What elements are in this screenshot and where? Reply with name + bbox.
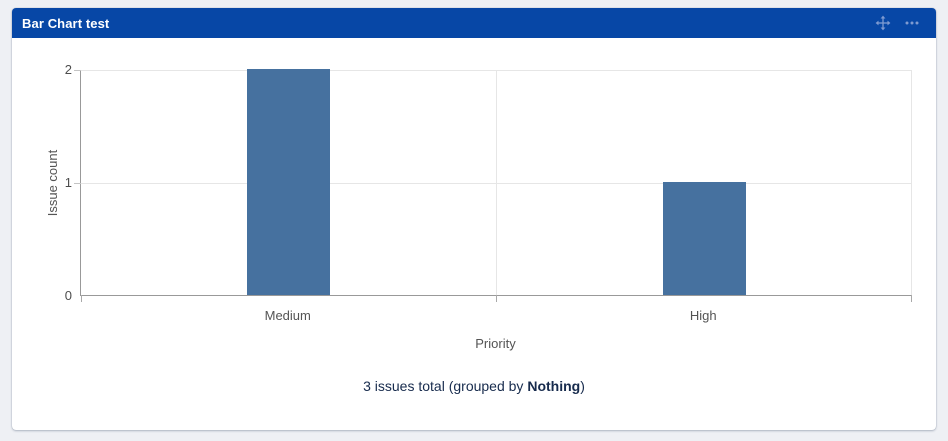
gridline-x-1 bbox=[496, 70, 497, 295]
chart-summary: 3 issues total (grouped by Nothing) bbox=[12, 378, 936, 394]
more-menu-icon[interactable] bbox=[902, 13, 922, 33]
y-tick-label: 0 bbox=[64, 288, 72, 303]
summary-prefix: 3 issues total (grouped by bbox=[363, 378, 528, 394]
plot-area bbox=[74, 69, 912, 302]
drag-move-icon[interactable] bbox=[873, 13, 893, 33]
gadget-title: Bar Chart test bbox=[22, 15, 110, 31]
bar-high[interactable] bbox=[662, 182, 746, 295]
y-tick-label: 1 bbox=[64, 175, 72, 190]
summary-suffix: ) bbox=[580, 378, 585, 394]
gadget-header: Bar Chart test bbox=[12, 8, 936, 38]
x-axis-category-labels: Medium High bbox=[80, 308, 911, 324]
tick-mark-y-1 bbox=[74, 182, 81, 184]
x-category-label: High bbox=[689, 308, 717, 323]
y-tick-label: 2 bbox=[64, 62, 72, 77]
x-category-label: Medium bbox=[264, 308, 311, 323]
tick-mark-x-0 bbox=[81, 295, 82, 302]
x-axis-title: Priority bbox=[475, 336, 516, 351]
y-axis-tick-labels: 0 1 2 bbox=[12, 62, 72, 303]
tick-mark-x-1 bbox=[496, 295, 497, 302]
bar-medium[interactable] bbox=[247, 69, 331, 295]
tick-mark-y-2 bbox=[74, 69, 81, 71]
summary-group-value: Nothing bbox=[527, 378, 581, 394]
gridline-x-2 bbox=[910, 70, 912, 295]
tick-mark-x-2 bbox=[910, 295, 912, 302]
